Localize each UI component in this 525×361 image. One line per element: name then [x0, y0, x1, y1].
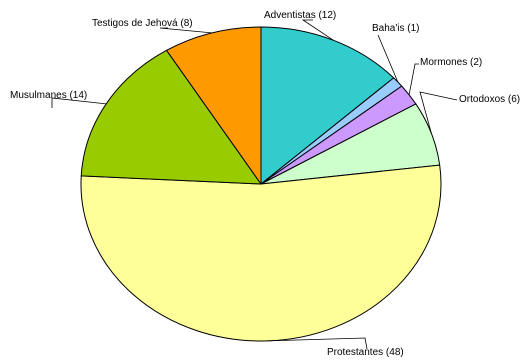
slice-labels: Adventistas (12) Baha'is (1) Mormones (2… [10, 10, 520, 358]
label-bahais: Baha'is (1) [372, 23, 420, 34]
slice-testigos [166, 26, 262, 185]
label-testigos: Testigos de Jehová (8) [92, 18, 193, 29]
label-mormones: Mormones (2) [420, 57, 482, 68]
leader-ortodoxos [419, 91, 458, 134]
pie-slices [80, 26, 442, 342]
label-musulmanes: Musulmanes (14) [10, 90, 87, 101]
label-adventistas: Adventistas (12) [264, 10, 336, 21]
leader-musulmanes [51, 97, 107, 108]
leader-testigos [159, 27, 212, 34]
slice-protestantes [80, 164, 442, 342]
leader-lines [51, 19, 458, 350]
label-protestantes: Protestantes (48) [327, 347, 404, 358]
leader-mormones [408, 63, 419, 95]
leader-adventistas [301, 19, 334, 41]
leader-bahais [377, 34, 399, 83]
label-ortodoxos: Ortodoxos (6) [459, 94, 520, 105]
leader-protestantes [267, 337, 368, 350]
